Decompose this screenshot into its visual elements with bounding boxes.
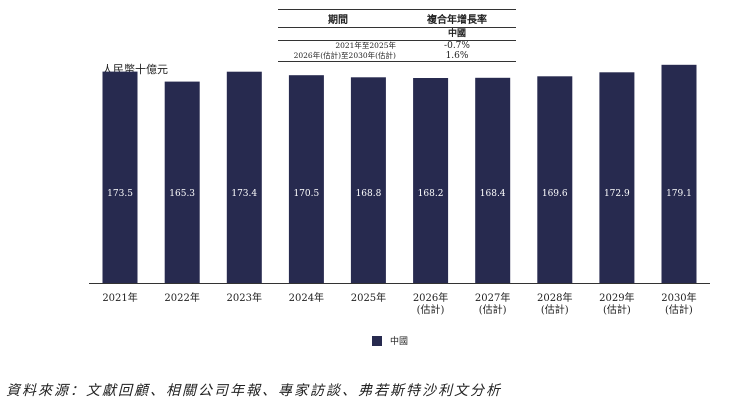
bar-value-label-5: 168.2 (418, 189, 444, 199)
x-tick-label-9-1: (估計) (665, 303, 693, 316)
bar-value-label-9: 179.1 (666, 189, 692, 199)
cagr-period-1: 2021年至2025年 (335, 41, 396, 50)
bar-value-label-3: 170.5 (293, 189, 319, 199)
cagr-period-2: 2026年(估計)至2030年(估計) (278, 51, 398, 62)
bar-4 (350, 77, 386, 283)
bar-2 (226, 71, 262, 283)
cagr-rate-header: 複合年增長率 (398, 9, 516, 28)
bar-7 (537, 76, 573, 283)
cagr-table: 期間 複合年增長率 中國 2021年至2025年 -0.7% 2026年(估計)… (278, 9, 516, 62)
x-tick-label-8-1: (估計) (603, 303, 631, 316)
x-tick-label-4-0: 2025年 (351, 291, 386, 304)
x-tick-label-2-0: 2023年 (227, 291, 262, 304)
bar-3 (288, 75, 324, 283)
x-tick-label-1-0: 2022年 (164, 291, 199, 304)
x-tick-label-7-0: 2028年 (537, 291, 572, 304)
cagr-rate-2: 1.6% (398, 51, 516, 62)
bar-value-label-2: 173.4 (231, 189, 257, 199)
legend: 中國 (372, 334, 408, 347)
bar-value-label-6: 168.4 (480, 189, 506, 199)
bar-value-label-0: 173.5 (107, 189, 133, 199)
bar-8 (599, 72, 635, 283)
x-tick-label-8-0: 2029年 (599, 291, 634, 304)
x-tick-label-6-1: (估計) (479, 303, 507, 316)
x-tick-label-6-0: 2027年 (475, 291, 510, 304)
bar-5 (413, 78, 449, 283)
cagr-region-subheader: 中國 (398, 27, 516, 41)
bar-value-label-7: 169.6 (542, 189, 568, 199)
legend-label: 中國 (390, 337, 409, 347)
cagr-rate-1: -0.7% (444, 41, 470, 51)
x-tick-label-5-0: 2026年 (413, 291, 448, 304)
bar-6 (475, 77, 511, 283)
source-note: 資料來源：文獻回顧、相關公司年報、專家訪談、弗若斯特沙利文分析 (6, 383, 502, 399)
x-tick-label-5-1: (估計) (417, 303, 445, 316)
x-tick-label-9-0: 2030年 (661, 291, 696, 304)
bar-value-label-1: 165.3 (169, 189, 195, 199)
bar-9 (661, 64, 697, 283)
cagr-period-header: 期間 (278, 9, 398, 28)
bar-value-label-8: 172.9 (604, 189, 630, 199)
bar-chart: 173.5 2021年 165.3 2022年 173.4 2023年 170.5 2024年… (89, 64, 710, 316)
x-tick-label-3-0: 2024年 (289, 291, 324, 304)
x-tick-label-7-1: (估計) (541, 303, 569, 316)
x-tick-label-0-0: 2021年 (102, 291, 137, 304)
bar-value-label-4: 168.8 (356, 189, 382, 199)
bar-0 (102, 71, 138, 283)
bar-1 (164, 81, 200, 283)
legend-swatch (372, 335, 382, 346)
